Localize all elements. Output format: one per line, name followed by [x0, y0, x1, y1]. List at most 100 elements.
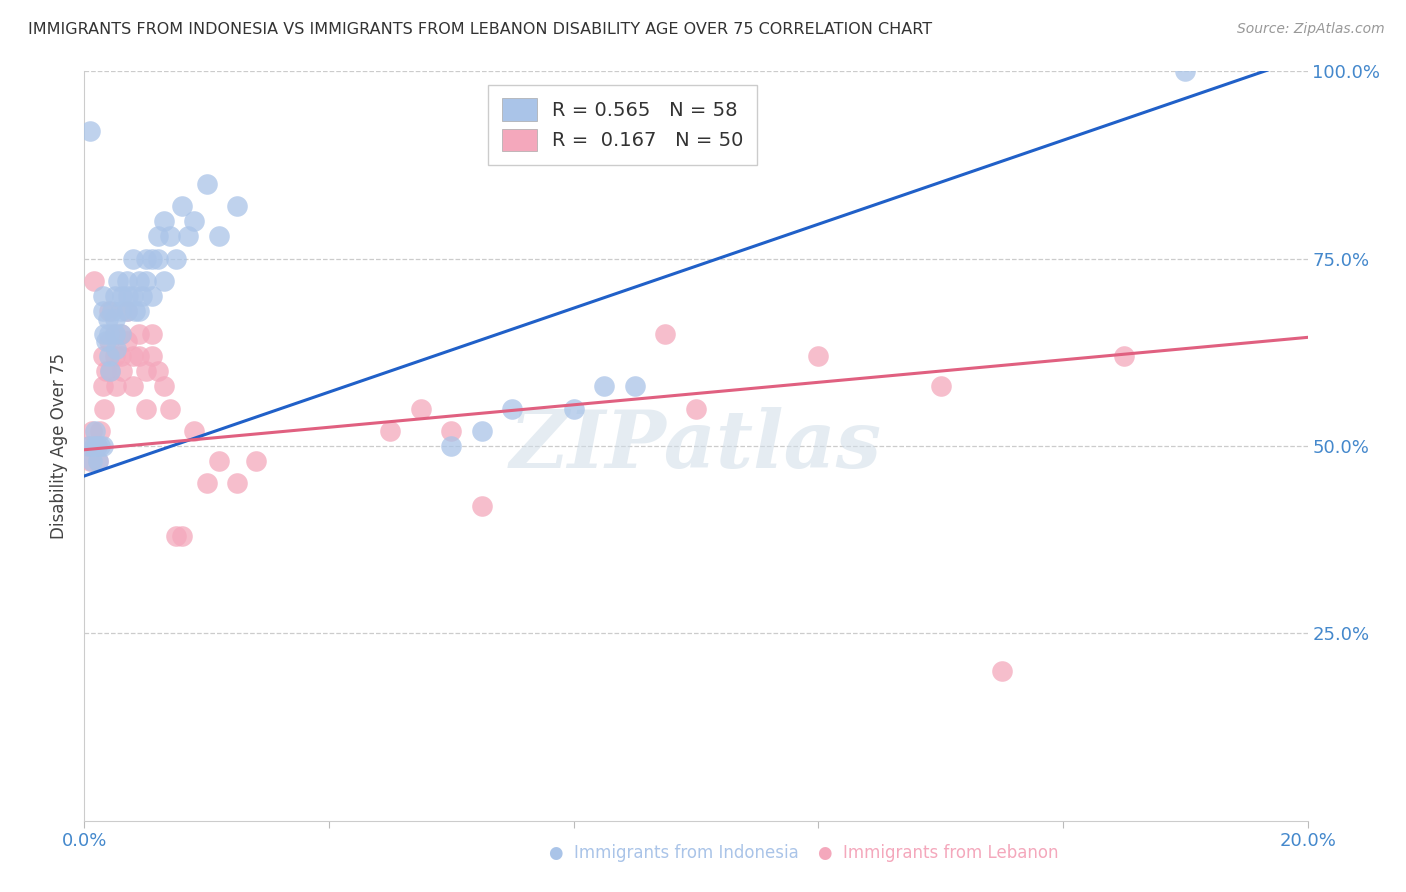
- Point: [135, 252, 157, 266]
- Point: [122, 289, 145, 303]
- Point: [84, 424, 107, 438]
- Point: [135, 401, 157, 416]
- Point: [153, 379, 176, 393]
- Point: [593, 379, 616, 393]
- Point: [115, 274, 138, 288]
- Y-axis label: Disability Age Over 75: Disability Age Over 75: [51, 353, 69, 539]
- Point: [122, 379, 145, 393]
- Point: [87, 454, 110, 468]
- Point: [128, 304, 150, 318]
- Point: [91, 289, 114, 303]
- Point: [110, 304, 132, 318]
- Point: [165, 252, 187, 266]
- Point: [93, 326, 115, 341]
- Point: [86, 439, 108, 453]
- Point: [1174, 64, 1197, 78]
- Point: [98, 364, 121, 378]
- Point: [226, 199, 249, 213]
- Point: [80, 454, 103, 468]
- Text: ●  Immigrants from Indonesia: ● Immigrants from Indonesia: [550, 844, 799, 862]
- Point: [165, 529, 187, 543]
- Point: [172, 199, 194, 213]
- Point: [104, 349, 127, 363]
- Point: [807, 349, 830, 363]
- Point: [208, 454, 231, 468]
- Point: [86, 439, 108, 453]
- Point: [226, 476, 249, 491]
- Point: [128, 349, 150, 363]
- Point: [562, 401, 585, 416]
- Point: [122, 349, 145, 363]
- Text: ●  Immigrants from Lebanon: ● Immigrants from Lebanon: [818, 844, 1059, 862]
- Point: [107, 274, 129, 288]
- Point: [141, 326, 163, 341]
- Point: [79, 454, 101, 468]
- Point: [97, 334, 120, 348]
- Point: [104, 289, 127, 303]
- Point: [94, 364, 117, 378]
- Point: [141, 252, 163, 266]
- Point: [91, 439, 114, 453]
- Point: [89, 424, 111, 438]
- Point: [128, 326, 150, 341]
- Point: [115, 304, 138, 318]
- Point: [471, 499, 494, 513]
- Point: [83, 274, 105, 288]
- Point: [159, 229, 181, 244]
- Point: [245, 454, 267, 468]
- Point: [91, 379, 114, 393]
- Point: [135, 364, 157, 378]
- Point: [624, 379, 647, 393]
- Point: [208, 229, 231, 244]
- Point: [195, 177, 218, 191]
- Point: [79, 124, 101, 138]
- Point: [135, 274, 157, 288]
- Point: [77, 439, 100, 453]
- Point: [128, 274, 150, 288]
- Point: [77, 439, 100, 453]
- Point: [110, 326, 132, 341]
- Point: [110, 326, 132, 341]
- Point: [115, 334, 138, 348]
- Point: [159, 401, 181, 416]
- Point: [97, 349, 120, 363]
- Point: [929, 379, 952, 393]
- Point: [440, 424, 463, 438]
- Point: [83, 439, 105, 453]
- Point: [172, 529, 194, 543]
- Point: [122, 252, 145, 266]
- Point: [91, 349, 114, 363]
- Point: [146, 364, 169, 378]
- Point: [654, 326, 676, 341]
- Point: [89, 439, 111, 453]
- Point: [409, 401, 432, 416]
- Point: [105, 342, 128, 356]
- Point: [97, 326, 120, 341]
- Point: [1114, 349, 1136, 363]
- Point: [124, 304, 146, 318]
- Point: [685, 401, 707, 416]
- Text: Source: ZipAtlas.com: Source: ZipAtlas.com: [1237, 22, 1385, 37]
- Point: [471, 424, 494, 438]
- Point: [104, 326, 127, 341]
- Point: [117, 289, 139, 303]
- Point: [183, 214, 205, 228]
- Point: [141, 349, 163, 363]
- Point: [104, 326, 127, 341]
- Text: ZIPatlas: ZIPatlas: [510, 408, 882, 484]
- Point: [141, 289, 163, 303]
- Point: [502, 401, 524, 416]
- Point: [153, 214, 176, 228]
- Point: [183, 424, 205, 438]
- Point: [131, 289, 153, 303]
- Point: [101, 304, 124, 318]
- Point: [97, 311, 120, 326]
- Point: [380, 424, 402, 438]
- Point: [115, 304, 138, 318]
- Point: [93, 401, 115, 416]
- Point: [104, 311, 127, 326]
- Legend: R = 0.565   N = 58, R =  0.167   N = 50: R = 0.565 N = 58, R = 0.167 N = 50: [488, 85, 758, 165]
- Point: [97, 304, 120, 318]
- Point: [94, 334, 117, 348]
- Point: [195, 476, 218, 491]
